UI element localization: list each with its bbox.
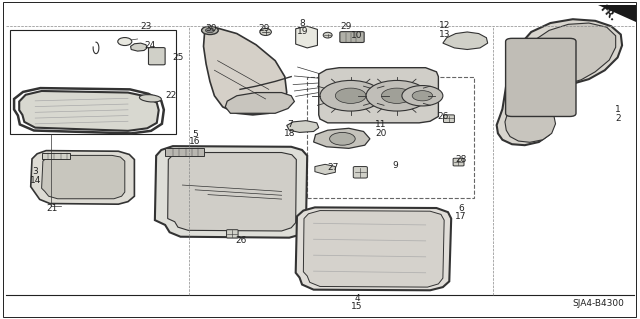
Polygon shape (287, 121, 319, 132)
Text: 16: 16 (189, 137, 201, 146)
Circle shape (381, 88, 412, 103)
Ellipse shape (140, 95, 161, 102)
Circle shape (402, 85, 443, 106)
Bar (42, 153, 70, 159)
Text: 10: 10 (351, 31, 363, 40)
Text: 1: 1 (616, 105, 621, 114)
Polygon shape (204, 28, 287, 115)
Text: 17: 17 (455, 212, 467, 221)
Text: 3: 3 (33, 167, 38, 176)
Polygon shape (42, 155, 125, 199)
Circle shape (330, 132, 355, 145)
Polygon shape (505, 23, 616, 142)
Text: 30: 30 (205, 24, 217, 33)
Polygon shape (31, 151, 134, 204)
Text: 12: 12 (439, 21, 451, 30)
Polygon shape (296, 26, 317, 48)
Text: 15: 15 (351, 302, 363, 311)
FancyBboxPatch shape (444, 115, 454, 122)
Polygon shape (155, 146, 307, 238)
FancyBboxPatch shape (453, 158, 464, 166)
Polygon shape (303, 211, 444, 287)
Text: 24: 24 (145, 41, 156, 50)
Text: 11: 11 (375, 120, 387, 129)
Circle shape (335, 88, 366, 103)
Polygon shape (598, 5, 636, 22)
Text: 9: 9 (392, 161, 397, 170)
Bar (165, 148, 204, 156)
FancyBboxPatch shape (353, 167, 367, 178)
Text: 27: 27 (327, 163, 339, 172)
Polygon shape (131, 43, 147, 51)
Polygon shape (19, 91, 159, 131)
Text: 25: 25 (172, 53, 184, 62)
Text: 8: 8 (300, 19, 305, 28)
Circle shape (205, 28, 214, 33)
Text: 23: 23 (140, 22, 152, 31)
Polygon shape (296, 207, 451, 290)
Text: 14: 14 (29, 176, 41, 185)
Polygon shape (319, 68, 438, 123)
Circle shape (412, 91, 433, 101)
Ellipse shape (323, 32, 332, 38)
Text: 29: 29 (258, 24, 269, 33)
Polygon shape (225, 93, 294, 113)
Polygon shape (443, 32, 488, 49)
Polygon shape (168, 152, 296, 231)
Text: 19: 19 (297, 27, 308, 36)
Text: 18: 18 (284, 129, 296, 137)
FancyBboxPatch shape (227, 230, 238, 238)
Polygon shape (315, 164, 335, 174)
Text: SJA4-B4300: SJA4-B4300 (572, 299, 624, 308)
Text: 13: 13 (439, 30, 451, 39)
Text: 7: 7 (287, 120, 292, 129)
Ellipse shape (118, 38, 132, 46)
Polygon shape (497, 19, 622, 145)
FancyBboxPatch shape (506, 38, 576, 116)
Text: 2: 2 (616, 114, 621, 123)
Text: 20: 20 (375, 129, 387, 137)
FancyBboxPatch shape (340, 32, 364, 42)
Circle shape (366, 80, 428, 111)
Polygon shape (314, 128, 370, 148)
Text: 21: 21 (47, 204, 58, 213)
Circle shape (320, 80, 381, 111)
Text: 28: 28 (455, 155, 467, 164)
Ellipse shape (260, 28, 271, 35)
Circle shape (202, 26, 218, 34)
Text: FR.: FR. (598, 3, 618, 23)
Text: 22: 22 (165, 91, 177, 100)
Text: 29: 29 (340, 22, 351, 31)
Text: 26: 26 (235, 236, 246, 245)
Text: 6: 6 (458, 204, 463, 212)
Text: 4: 4 (355, 294, 360, 303)
Bar (10, 30, 176, 134)
FancyBboxPatch shape (148, 48, 165, 65)
Text: 26: 26 (438, 112, 449, 121)
Text: 5: 5 (193, 130, 198, 138)
Bar (307, 77, 474, 198)
